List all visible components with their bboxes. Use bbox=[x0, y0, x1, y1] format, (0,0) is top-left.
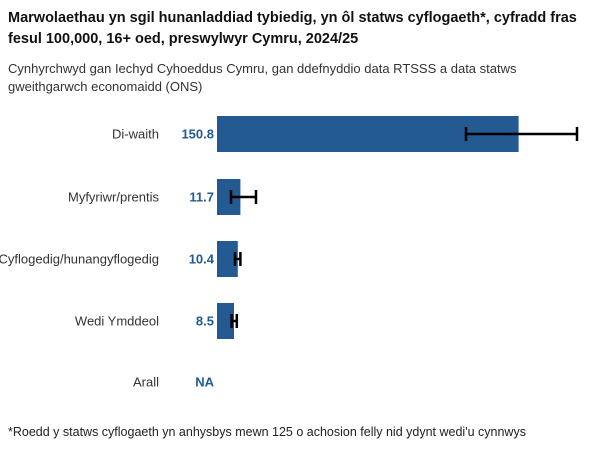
bar bbox=[217, 303, 234, 339]
category-label: Myfyriwr/prentis bbox=[68, 190, 160, 205]
category-label: Arall bbox=[133, 375, 159, 390]
category-label: Di-waith bbox=[112, 127, 159, 142]
bar bbox=[217, 241, 238, 277]
value-label: 10.4 bbox=[189, 252, 215, 267]
value-label: 11.7 bbox=[189, 190, 214, 205]
chart-subtitle: Cynhyrchwyd gan Iechyd Cyhoeddus Cymru, … bbox=[8, 61, 517, 94]
bar-chart: Di-waith 150.8 Myfyriwr/prentis 11.7 Cyfloge… bbox=[0, 116, 579, 390]
bar bbox=[217, 179, 241, 215]
chart-title: Marwolaethau yn sgil hunanladdiad tybied… bbox=[8, 10, 577, 47]
category-label: Wedi Ymddeol bbox=[75, 314, 159, 329]
value-label: 150.8 bbox=[181, 127, 214, 142]
error-bar bbox=[230, 314, 239, 328]
value-label: 8.5 bbox=[196, 314, 214, 329]
error-bar bbox=[464, 127, 579, 141]
category-label: Cyflogedig/hunangyflogedig bbox=[0, 252, 159, 267]
error-bar bbox=[229, 190, 258, 204]
chart-footnote: *Roedd y statws cyflogaeth yn anhysbys m… bbox=[8, 425, 526, 439]
value-label: NA bbox=[195, 375, 214, 390]
error-bar bbox=[233, 252, 242, 266]
